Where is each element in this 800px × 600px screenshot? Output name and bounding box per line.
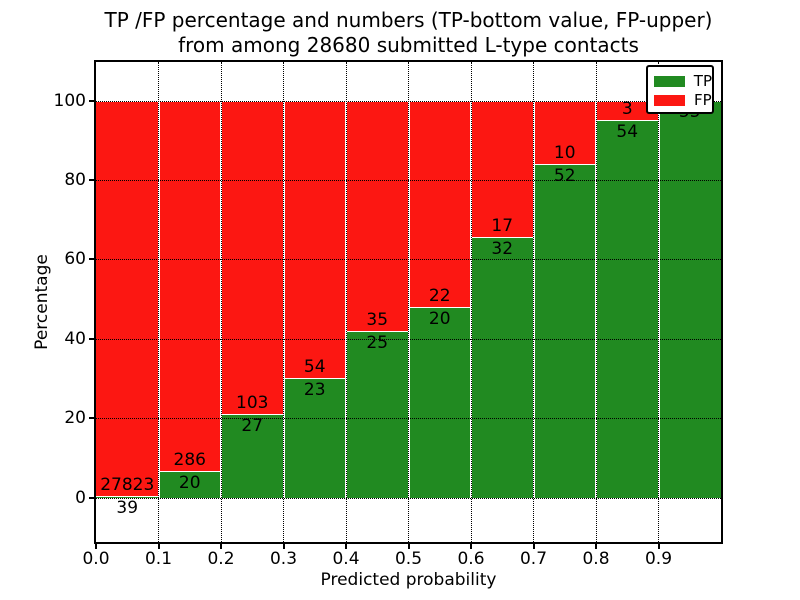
- fp-legend-label: FP: [694, 91, 712, 109]
- y-tick-label: 0: [75, 487, 86, 508]
- fp-count-label: 35: [366, 310, 389, 331]
- legend-item-tp: TP: [654, 72, 712, 91]
- tp-count-label: 39: [116, 497, 139, 518]
- y-tick-label: 80: [64, 169, 86, 190]
- x-tick-label: 0.6: [457, 549, 485, 569]
- bar-segment-tp: [408, 308, 471, 498]
- x-tick-mark: [95, 542, 97, 549]
- bar-segment-tp: [471, 238, 534, 498]
- x-tick-mark: [282, 542, 285, 549]
- chart-title-line2: from among 28680 submitted L-type contac…: [178, 33, 639, 57]
- tp-count-label: 27: [241, 416, 264, 437]
- bar-segment-fp: [158, 100, 221, 472]
- tp-count-label: 25: [366, 333, 389, 354]
- fp-count-label: 22: [428, 286, 451, 307]
- v-gridline: [283, 62, 284, 542]
- y-tick-label: 20: [64, 408, 86, 429]
- x-tick-label: 0.5: [394, 549, 423, 569]
- v-gridline: [470, 62, 472, 542]
- v-gridline: [158, 62, 159, 542]
- tp-count-label: 52: [553, 165, 576, 186]
- v-gridline: [595, 62, 597, 542]
- tp-count-label: 20: [428, 309, 451, 330]
- fp-legend-swatch: [654, 95, 685, 106]
- bar-segment-fp: [221, 100, 284, 416]
- tp-count-label: 54: [616, 122, 639, 143]
- bar-segment-fp: [408, 100, 471, 309]
- x-tick-mark: [220, 542, 222, 549]
- y-tick-mark: [89, 258, 96, 261]
- bar-segment-tp: [346, 332, 409, 498]
- x-tick-mark: [407, 542, 410, 549]
- y-tick-label: 40: [64, 328, 86, 349]
- bar-segment-tp: [283, 378, 346, 498]
- bar-segment-tp: [158, 471, 221, 498]
- x-tick-label: 0.1: [144, 549, 173, 569]
- v-gridline: [408, 62, 409, 542]
- x-tick-label: 0.2: [207, 549, 235, 569]
- x-tick-label: 0.0: [82, 549, 110, 569]
- tp-count-label: 32: [491, 239, 514, 260]
- bar-segment-fp: [533, 100, 596, 165]
- chart-title: TP /FP percentage and numbers (TP-bottom…: [96, 8, 721, 58]
- legend: TP FP: [646, 65, 714, 114]
- y-tick-mark: [89, 496, 96, 499]
- tp-count-label: 20: [178, 472, 201, 493]
- x-tick-mark: [470, 542, 472, 549]
- fp-count-label: 10: [553, 142, 576, 163]
- fp-count-label: 54: [303, 356, 326, 377]
- x-tick-label: 0.3: [269, 549, 298, 569]
- bar-segment-tp: [596, 121, 659, 498]
- v-gridline: [345, 62, 347, 542]
- bar-segment-tp: [533, 164, 596, 498]
- v-gridline: [658, 62, 659, 542]
- tp-count-label: 23: [303, 379, 326, 400]
- bar-segment-fp: [346, 100, 409, 333]
- chart-title-line1: TP /FP percentage and numbers (TP-bottom…: [104, 8, 713, 32]
- v-gridline: [220, 62, 222, 542]
- y-tick-mark: [89, 178, 96, 181]
- legend-item-fp: FP: [654, 91, 712, 110]
- y-tick-mark: [89, 99, 96, 102]
- bar-segment-tp: [221, 415, 284, 498]
- fp-count-label: 27823: [100, 474, 155, 495]
- bar-segment-tp: [658, 100, 721, 498]
- fp-count-label: 17: [491, 216, 514, 237]
- tp-legend-swatch: [654, 76, 685, 87]
- x-tick-mark: [657, 542, 660, 549]
- y-tick-label: 60: [64, 249, 86, 270]
- x-tick-mark: [595, 542, 597, 549]
- x-tick-mark: [532, 542, 535, 549]
- y-tick-mark: [89, 417, 96, 420]
- y-tick-label: 100: [53, 90, 86, 111]
- plot-area: TP FP 27823 39 286 20 103 27 54 23 35 25 22 20 17 32 1…: [94, 60, 723, 544]
- bar-segment-fp: [96, 100, 159, 497]
- fp-count-label: 3: [621, 99, 633, 120]
- x-tick-mark: [157, 542, 160, 549]
- x-tick-label: 0.8: [582, 549, 610, 569]
- x-tick-label: 0.7: [519, 549, 548, 569]
- fp-count-label: 286: [173, 449, 206, 470]
- x-tick-mark: [345, 542, 347, 549]
- tp-legend-label: TP: [693, 72, 712, 90]
- y-tick-mark: [89, 337, 96, 340]
- x-tick-label: 0.4: [332, 549, 360, 569]
- bar-segment-fp: [471, 100, 534, 239]
- fp-count-label: 103: [236, 393, 269, 414]
- x-axis-label: Predicted probability: [320, 570, 497, 590]
- v-gridline: [533, 62, 534, 542]
- x-tick-label: 0.9: [644, 549, 673, 569]
- bar-segment-tp: [96, 496, 159, 498]
